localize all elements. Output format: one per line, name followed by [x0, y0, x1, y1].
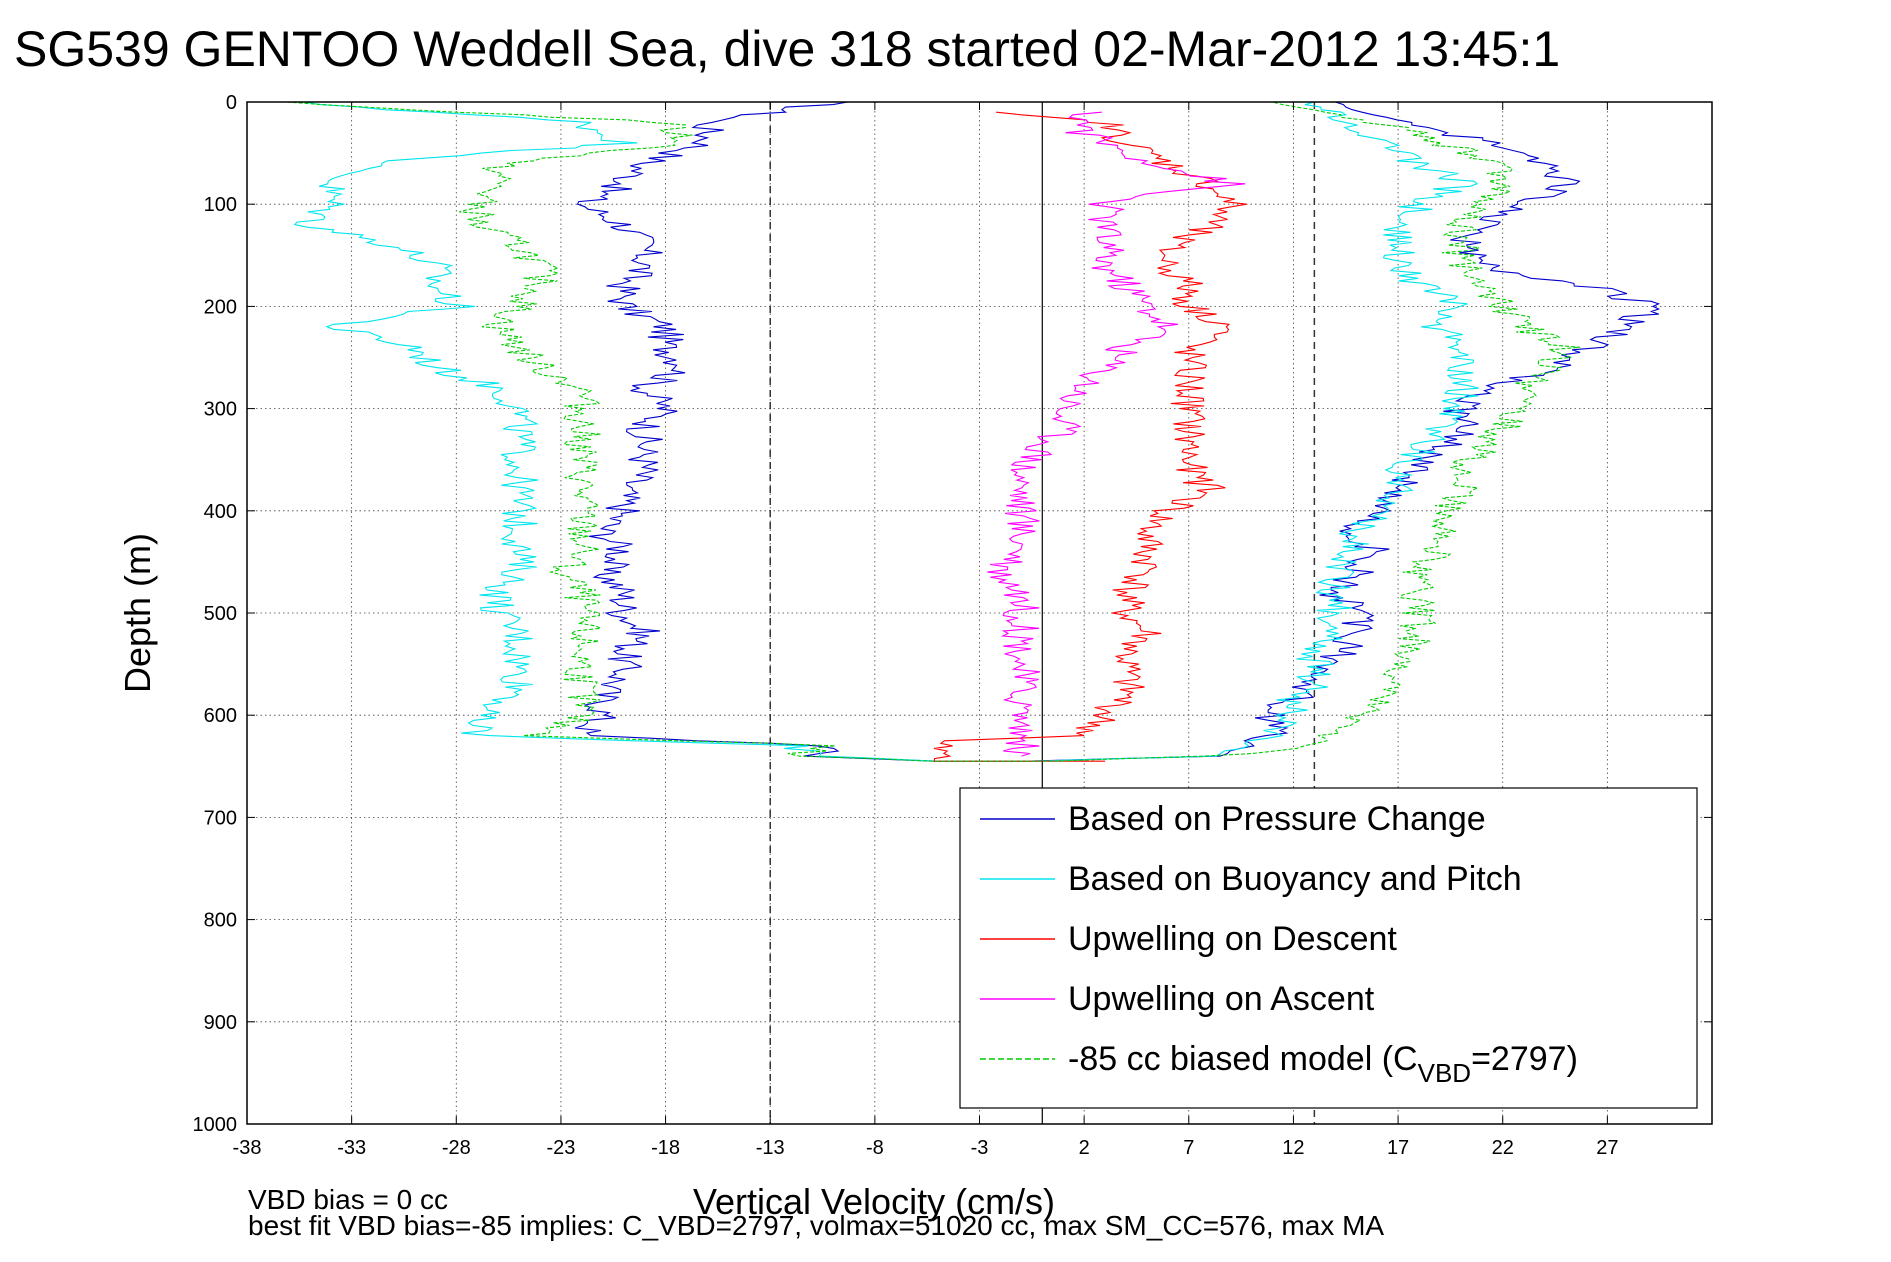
footer-fit-note: best fit VBD bias=-85 implies: C_VBD=279…: [248, 1210, 1384, 1241]
x-tick-label: -23: [546, 1137, 575, 1159]
legend-label-0: Based on Pressure Change: [1068, 800, 1486, 838]
x-tick-label: -8: [866, 1137, 884, 1159]
data-series: [286, 102, 1661, 762]
legend-box: [959, 787, 1698, 1109]
y-tick-label: 500: [204, 603, 237, 625]
y-tick-label: 1000: [193, 1114, 238, 1136]
chart-title: SG539 GENTOO Weddell Sea, dive 318 start…: [14, 21, 1560, 77]
y-tick-label: 800: [204, 910, 237, 932]
legend-label-2: Upwelling on Descent: [1068, 920, 1397, 958]
y-axis-label: Depth (m): [117, 533, 158, 693]
y-tick-label: 200: [204, 296, 237, 318]
legend-label-3: Upwelling on Ascent: [1068, 980, 1375, 1018]
y-tick-label: 700: [204, 807, 237, 829]
y-tick-label: 0: [226, 92, 237, 114]
x-tick-label: -28: [442, 1137, 471, 1159]
x-tick-label: 17: [1387, 1137, 1409, 1159]
series-line-3: [987, 111, 1246, 757]
x-tick-label: 12: [1282, 1137, 1304, 1159]
x-tick-label: -38: [233, 1137, 262, 1159]
series-line-1: [293, 102, 1479, 762]
y-tick-label: 600: [204, 705, 237, 727]
legend-label-1: Based on Buoyancy and Pitch: [1068, 860, 1522, 898]
series-line-4: [286, 102, 1581, 762]
footer-bias-note: VBD bias = 0 cc: [248, 1184, 448, 1215]
legend-suffix: =2797): [1471, 1040, 1578, 1078]
x-axis-label: Vertical Velocity (cm/s): [693, 1181, 1055, 1222]
x-axis-ticks: -38 -33 -28 -23 -18 -13 -8 -3 2 7 12 17 22 27: [233, 102, 1618, 1159]
y-axis-ticks: 0 100 200 300 400 500 600 700 800 900 1000: [193, 92, 1712, 1136]
x-tick-label: 7: [1183, 1137, 1194, 1159]
y-tick-label: 100: [204, 194, 237, 216]
x-tick-label: 22: [1492, 1137, 1514, 1159]
x-tick-label: -13: [756, 1137, 785, 1159]
series-line-2: [933, 111, 1247, 762]
x-tick-label: 2: [1079, 1137, 1090, 1159]
x-tick-label: -33: [337, 1137, 366, 1159]
y-tick-label: 300: [204, 399, 237, 421]
y-tick-label: 900: [204, 1012, 237, 1034]
legend: Based on Pressure Change Based on Buoyanc…: [959, 787, 1698, 1109]
y-tick-label: 400: [204, 501, 237, 523]
x-tick-label: -18: [651, 1137, 680, 1159]
x-tick-label: 27: [1596, 1137, 1618, 1159]
x-tick-label: -3: [971, 1137, 989, 1159]
legend-subscript: VBD: [1418, 1058, 1471, 1088]
